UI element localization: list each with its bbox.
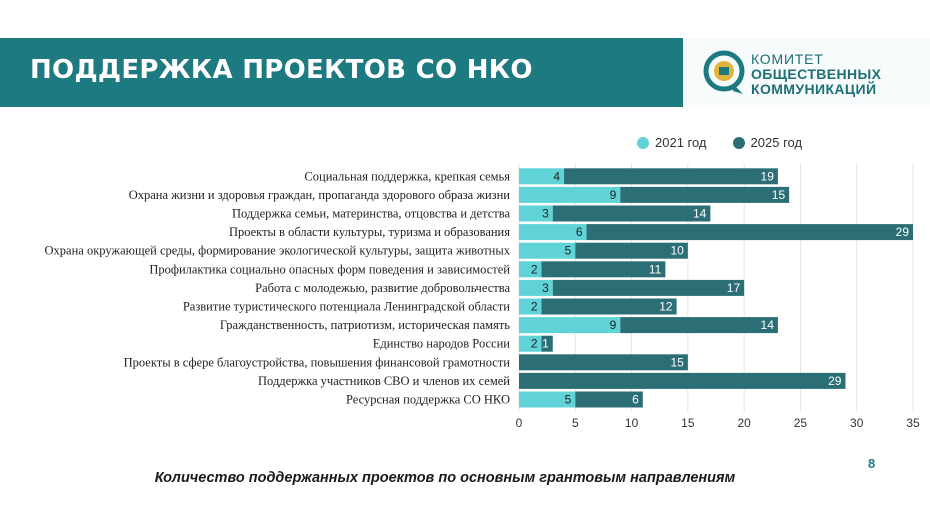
bar-0-5 <box>519 261 542 278</box>
bar-value-0-0: 4 <box>553 169 560 183</box>
bar-0-12 <box>519 391 576 408</box>
x-tick-label-0: 0 <box>516 416 523 430</box>
category-label-1: Охрана жизни и здоровья граждан, пропага… <box>129 188 511 202</box>
legend-label-2021: 2021 год <box>655 135 707 150</box>
legend-dot-2025 <box>732 136 745 149</box>
bar-value-1-1: 15 <box>772 188 786 202</box>
logo-line-1: КОМИТЕТ <box>751 51 824 67</box>
bar-1-0 <box>564 168 778 185</box>
bar-value-0-6: 3 <box>542 281 549 295</box>
logo-line-3: КОММУНИКАЦИЙ <box>751 81 877 97</box>
category-label-4: Охрана окружающей среды, формирование эк… <box>45 244 511 258</box>
category-label-6: Работа с молодежью, развитие добровольче… <box>255 281 510 295</box>
bar-value-0-5: 2 <box>531 262 538 276</box>
bar-0-1 <box>519 186 621 203</box>
category-label-12: Ресурсная поддержка СО НКО <box>346 393 510 407</box>
bar-1-2 <box>552 205 711 222</box>
category-label-8: Гражданственность, патриотизм, историчес… <box>220 318 510 332</box>
bar-value-0-4: 5 <box>565 244 572 258</box>
category-label-10: Проекты в сфере благоустройства, повышен… <box>124 355 511 369</box>
bar-0-4 <box>519 242 576 259</box>
bar-1-8 <box>620 317 778 334</box>
committee-logo-icon <box>703 50 745 94</box>
category-label-3: Проекты в области культуры, туризма и об… <box>229 225 510 239</box>
bar-1-7 <box>541 298 677 315</box>
category-label-5: Профилактика социально опасных форм пове… <box>149 262 510 276</box>
bar-1-6 <box>552 279 745 296</box>
bar-1-12 <box>575 391 643 408</box>
x-tick-label-4: 20 <box>737 416 751 430</box>
category-label-0: Социальная поддержка, крепкая семья <box>304 169 510 183</box>
legend-dot-2021 <box>637 136 649 149</box>
bar-value-1-12: 6 <box>632 393 639 407</box>
x-tick-label-7: 35 <box>906 416 920 430</box>
bar-value-1-10: 15 <box>670 355 684 369</box>
category-label-9: Единство народов России <box>373 337 511 351</box>
legend-label-2025: 2025 год <box>750 135 803 150</box>
bar-value-1-0: 19 <box>761 169 775 183</box>
bar-value-0-7: 2 <box>531 300 538 314</box>
bar-1-5 <box>541 261 666 278</box>
bar-value-1-2: 14 <box>693 207 707 221</box>
bar-value-0-2: 3 <box>542 207 549 221</box>
bar-1-10 <box>519 354 688 371</box>
bar-value-0-3: 6 <box>576 225 583 239</box>
bar-1-3 <box>586 224 913 241</box>
x-tick-label-1: 5 <box>572 416 579 430</box>
bar-0-9 <box>519 335 542 352</box>
bar-value-1-9: 1 <box>542 337 549 351</box>
bar-1-11 <box>519 372 846 389</box>
legend-item-2025: 2025 год <box>732 135 803 150</box>
header-band <box>0 38 683 107</box>
bar-value-1-8: 14 <box>761 318 775 332</box>
bar-value-0-12: 5 <box>565 393 572 407</box>
bar-1-1 <box>620 186 790 203</box>
x-tick-label-3: 15 <box>681 416 695 430</box>
page-title: ПОДДЕРЖКА ПРОЕКТОВ СО НКО <box>30 55 533 85</box>
bar-0-8 <box>519 317 621 334</box>
bar-value-0-1: 9 <box>610 188 617 202</box>
bar-0-0 <box>519 168 565 185</box>
logo: КОМИТЕТ ОБЩЕСТВЕННЫХ КОММУНИКАЦИЙ <box>683 38 930 107</box>
bar-value-0-8: 9 <box>610 318 617 332</box>
bar-0-7 <box>519 298 542 315</box>
bar-value-1-7: 12 <box>659 300 673 314</box>
chart-legend: 2021 год 2025 год <box>637 135 802 150</box>
legend-item-2021: 2021 год <box>637 135 707 150</box>
bar-0-3 <box>519 224 587 241</box>
category-label-7: Развитие туристического потенциала Ленин… <box>183 300 510 314</box>
logo-line-2: ОБЩЕСТВЕННЫХ <box>751 66 882 82</box>
chart-caption: Количество поддержанных проектов по осно… <box>154 470 736 486</box>
bar-value-1-6: 17 <box>727 281 741 295</box>
x-tick-label-2: 10 <box>625 416 639 430</box>
bar-1-9 <box>541 335 553 352</box>
x-tick-label-6: 30 <box>850 416 864 430</box>
category-label-11: Поддержка участников СВО и членов их сем… <box>258 374 510 388</box>
bar-value-1-4: 10 <box>670 244 684 258</box>
bar-value-1-5: 11 <box>649 262 662 276</box>
bar-value-0-9: 2 <box>531 337 538 351</box>
bar-1-4 <box>575 242 688 259</box>
bar-value-1-3: 29 <box>896 225 910 239</box>
bar-0-6 <box>519 279 553 296</box>
page-number: 8 <box>868 456 876 471</box>
bar-0-2 <box>519 205 553 222</box>
bar-value-1-11: 29 <box>828 374 842 388</box>
x-tick-label-5: 25 <box>794 416 808 430</box>
category-label-2: Поддержка семьи, материнства, отцовства … <box>232 207 510 221</box>
bar-chart: Социальная поддержка, крепкая семья 4 19Ох… <box>45 163 920 430</box>
